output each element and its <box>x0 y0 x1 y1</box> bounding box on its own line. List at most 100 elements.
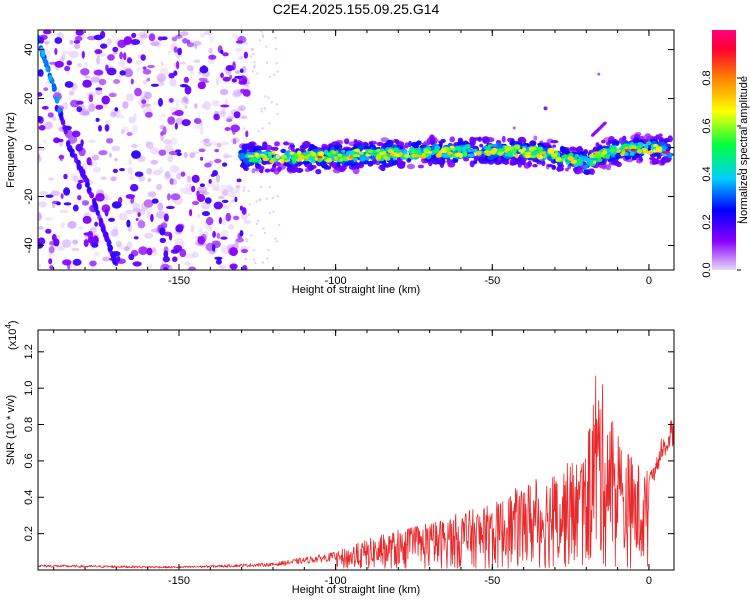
heatmap-cell <box>216 232 221 239</box>
heatmap-cell <box>126 132 133 136</box>
heatmap-cell <box>86 187 92 194</box>
heatmap-cell <box>431 159 441 165</box>
heatmap-cell <box>233 111 241 119</box>
heatmap-cell <box>231 78 237 83</box>
heatmap-cell <box>42 30 52 35</box>
heatmap-cell <box>560 146 566 154</box>
heatmap-cell <box>216 142 222 148</box>
heatmap-cell <box>575 146 584 153</box>
heatmap-cell <box>574 154 580 158</box>
heatmap-cell <box>175 149 182 153</box>
heatmap-cell <box>504 149 509 153</box>
heatmap-cell <box>253 66 256 69</box>
heatmap-cell <box>63 125 72 131</box>
heatmap-cell <box>107 239 112 246</box>
heatmap-cell <box>317 156 323 159</box>
heatmap-cell <box>38 201 48 208</box>
heatmap-cell <box>408 140 412 148</box>
heatmap-cell <box>620 152 625 157</box>
heatmap-cell <box>124 209 135 214</box>
heatmap-cell <box>79 110 90 116</box>
heatmap-cell <box>199 33 205 38</box>
heatmap-cell <box>112 258 117 265</box>
heatmap-cell <box>346 150 352 156</box>
heatmap-cell <box>592 160 597 164</box>
heatmap-cell <box>462 148 467 153</box>
heatmap-cell <box>357 144 365 150</box>
heatmap-cell <box>181 119 191 127</box>
heatmap-cell <box>533 135 538 141</box>
heatmap-cell <box>567 156 575 161</box>
y-tick-label: 20 <box>23 92 35 104</box>
heatmap-cell <box>38 34 41 41</box>
heatmap-cell <box>112 51 118 55</box>
heatmap-cell <box>515 153 519 159</box>
heatmap-cell <box>119 168 125 172</box>
heatmap-cell <box>353 139 358 144</box>
heatmap-cell <box>197 81 206 90</box>
heatmap-cell <box>137 212 141 217</box>
spectrogram-x-ticks: -150 -100 -50 0 <box>53 30 652 287</box>
heatmap-cell <box>327 155 333 158</box>
heatmap-cell <box>269 159 275 164</box>
heatmap-cell <box>256 219 260 223</box>
heatmap-cell <box>82 215 92 224</box>
heatmap-cell <box>135 59 142 65</box>
heatmap-cell <box>212 244 216 252</box>
heatmap-cell <box>111 145 121 152</box>
heatmap-cell <box>63 173 68 180</box>
heatmap-cell <box>261 127 264 130</box>
heatmap-cell <box>71 130 81 138</box>
heatmap-cell <box>211 101 220 107</box>
heatmap-cell <box>229 247 238 257</box>
heatmap-cell <box>247 154 255 158</box>
heatmap-cell <box>565 161 570 165</box>
heatmap-cell <box>245 237 248 241</box>
heatmap-cell <box>475 150 482 156</box>
heatmap-cell <box>51 116 57 121</box>
heatmap-cell <box>411 141 419 147</box>
snr-background <box>38 330 674 570</box>
heatmap-cell <box>193 125 203 129</box>
heatmap-cell <box>204 162 212 168</box>
heatmap-cell <box>365 156 370 161</box>
heatmap-cell <box>142 69 152 75</box>
heatmap-cell <box>193 59 201 63</box>
heatmap-cell <box>148 33 156 42</box>
x-tick-label: -50 <box>484 575 500 587</box>
heatmap-cell <box>425 158 432 162</box>
spectrogram-y-ticks: -40 -20 0 20 40 <box>23 43 674 253</box>
heatmap-cell <box>66 141 71 148</box>
heatmap-cell <box>455 145 462 151</box>
heatmap-cell <box>243 51 248 59</box>
heatmap-cell <box>275 240 278 243</box>
heatmap-cell <box>86 157 92 166</box>
heatmap-cell <box>182 96 189 103</box>
heatmap-cell <box>150 41 160 47</box>
heatmap-cell <box>61 50 71 55</box>
heatmap-cell <box>69 39 74 45</box>
heatmap-cell <box>256 170 259 174</box>
heatmap-cell <box>175 34 183 39</box>
heatmap-cell <box>642 149 647 154</box>
heatmap-cell <box>605 164 612 171</box>
colorbar-tick-label: 0.8 <box>701 70 713 85</box>
heatmap-cell <box>61 53 66 61</box>
heatmap-cell <box>112 46 119 53</box>
heatmap-cell <box>69 50 79 59</box>
heatmap-cell <box>250 48 254 51</box>
heatmap-cell <box>367 160 374 167</box>
heatmap-cell <box>235 40 243 44</box>
heatmap-cell <box>221 217 227 226</box>
x-tick-label: -150 <box>168 575 190 587</box>
heatmap-cell <box>130 183 139 192</box>
y-tick-label: 0 <box>23 144 35 150</box>
heatmap-cell <box>48 258 53 265</box>
heatmap-cell <box>551 164 557 170</box>
heatmap-cell <box>427 151 433 154</box>
heatmap-cell <box>487 144 493 148</box>
heatmap-cell <box>241 248 248 254</box>
heatmap-cell <box>552 153 558 157</box>
heatmap-cell <box>159 67 169 76</box>
heatmap-cell <box>93 251 100 256</box>
